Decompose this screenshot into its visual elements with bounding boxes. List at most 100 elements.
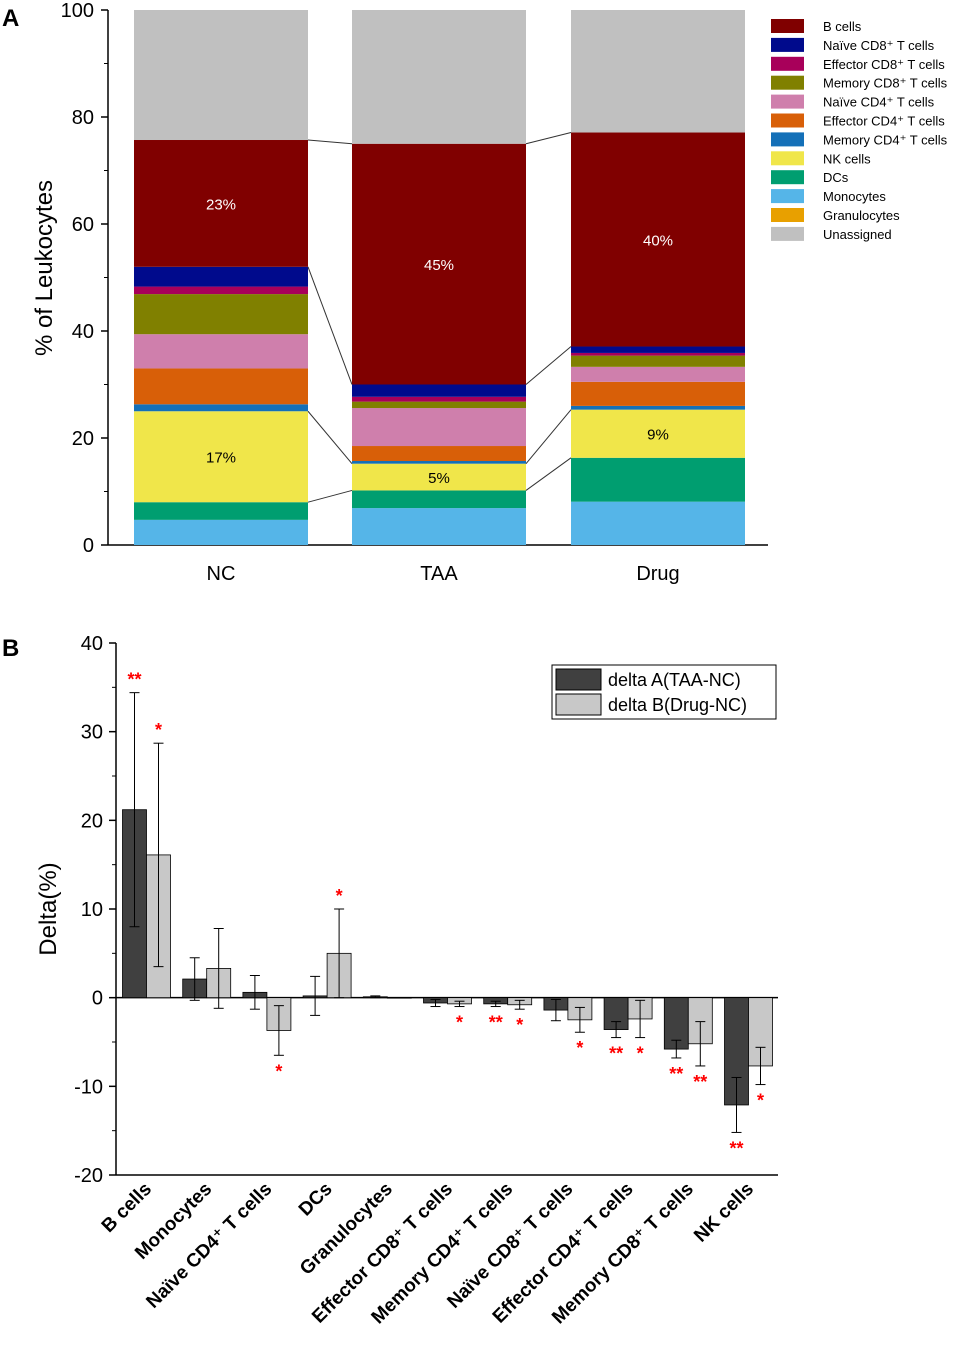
bar-effector-cd8-t-cells-drug [571,352,745,356]
legend-swatch-effector-cd4-t-cells [771,113,804,128]
legend-label-memory-cd8-t-cells: Memory CD8⁺ T cells [823,76,948,91]
legend-label-effector-cd4-t-cells: Effector CD4⁺ T cells [823,114,945,129]
significance-star: * [275,1061,282,1081]
significance-star: * [576,1038,583,1058]
bar-unassigned-taa [352,10,526,144]
bar-delta-b-granulocytes [386,997,412,999]
x-category-label: NK cells [690,1179,758,1247]
bar-effector-cd4-t-cells-drug [571,381,745,406]
legend-swatch-naive-cd8-t-cells [771,37,804,52]
bar-nk-cells-taa [352,463,526,491]
segment-label: 45% [424,257,454,274]
y-tick-label: -20 [74,1165,103,1187]
y-tick-label: 20 [81,810,103,832]
legend-label-nk-cells: NK cells [823,151,871,166]
bar-memory-cd4-t-cells-nc [134,404,308,412]
legend-swatch-unassigned [771,226,804,241]
significance-star: ** [669,1064,683,1084]
significance-star: ** [693,1072,707,1092]
bar-monocytes-drug [571,501,745,545]
bar-unassigned-drug [571,10,745,133]
bar-naive-cd8-t-cells-taa [352,384,526,397]
bar-monocytes-nc [134,519,308,545]
x-category-label: TAA [420,563,458,585]
legend-swatch-effector-cd8-t-cells [771,56,804,71]
stacked-bar-chart: 0 20 40 60 80 100 % of Leukocytes 23% 45% 40% 17% 5… [31,0,948,585]
bar-naive-cd4-t-cells-taa [352,408,526,447]
y-tick-label: 100 [61,0,94,22]
legend-label-naive-cd8-t-cells: Naïve CD8⁺ T cells [823,38,935,53]
bar-unassigned-nc [134,10,308,141]
bar-naive-cd8-t-cells-nc [134,266,308,287]
bar-naive-cd4-t-cells-nc [134,334,308,369]
y-tick-label: 80 [72,107,94,129]
connector-b-cells-hi [307,139,353,145]
y-tick-label: 60 [72,214,94,236]
y-tick-label: 20 [72,428,94,450]
bar-memory-cd8-t-cells-taa [352,401,526,409]
bar-effector-cd4-t-cells-taa [352,446,526,462]
y-tick-label: 0 [83,535,94,557]
legend-swatch-delta-a [555,668,602,691]
significance-star: ** [609,1044,623,1064]
x-category-label: Drug [636,563,679,585]
legend-swatch-delta-b [555,693,602,716]
bar-b-cells-drug [571,132,745,347]
legend-label-memory-cd4-t-cells: Memory CD4⁺ T cells [823,132,948,147]
legend-swatch-memory-cd8-t-cells [771,75,804,90]
significance-star: * [757,1091,764,1111]
bar-naive-cd4-t-cells-drug [571,366,745,382]
legend-label-monocytes: Monocytes [823,189,886,204]
significance-star: * [516,1015,523,1035]
bar-effector-cd8-t-cells-nc [134,286,308,295]
bar-nk-cells-nc [134,411,308,503]
legend-swatch-monocytes [771,189,804,204]
significance-star: * [456,1013,463,1033]
bar-dcs-drug [571,457,745,502]
significance-star: * [336,886,343,906]
segment-label: 40% [643,233,673,250]
bar-dcs-nc [134,502,308,520]
legend-swatch-granulocytes [771,208,804,222]
y-tick-label: 40 [81,633,103,655]
bar-dcs-taa [352,490,526,509]
panel-b-letter: B [2,635,19,662]
connector-b-cells-lo [525,346,572,385]
legend-swatch-nk-cells [771,151,804,166]
bar-effector-cd8-t-cells-taa [352,396,526,402]
y-tick-label: 10 [81,899,103,921]
connector-nk-cells-lo [525,457,572,491]
bar-memory-cd4-t-cells-taa [352,461,526,464]
segment-label: 5% [428,470,450,487]
legend-label-dcs: DCs [823,170,849,185]
significance-star: * [155,720,162,740]
legend-label-b-cells: B cells [823,19,862,34]
legend-label-delta-b: delta B(Drug-NC) [608,695,747,715]
bar-b-cells-taa [352,143,526,385]
panel-a-letter: A [2,5,19,32]
connector-b-cells-lo [307,266,353,385]
significance-star: ** [489,1013,503,1033]
legend-label-naive-cd4-t-cells: Naïve CD4⁺ T cells [823,95,935,110]
bar-memory-cd8-t-cells-drug [571,355,745,367]
bar-naive-cd8-t-cells-drug [571,346,745,353]
y-tick-label: -10 [74,1076,103,1098]
y-tick-label: 30 [81,722,103,744]
bar-b-cells-nc [134,140,308,267]
legend-swatch-naive-cd4-t-cells [771,94,804,109]
connector-b-cells-hi [525,132,572,145]
y-axis-title: % of Leukocytes [31,180,58,356]
connector-nk-cells-hi [307,410,353,465]
legend-label-delta-a: delta A(TAA-NC) [608,670,741,690]
legend-swatch-b-cells [771,19,804,33]
y-tick-label: 0 [92,988,103,1010]
connector-nk-cells-lo [307,489,353,503]
x-category-label: B cells [98,1179,156,1237]
y-axis-title: Delta(%) [35,862,62,955]
connector-nk-cells-hi [525,409,572,464]
bar-effector-cd4-t-cells-nc [134,368,308,405]
bar-memory-cd4-t-cells-drug [571,405,745,410]
legend-label-granulocytes: Granulocytes [823,208,900,223]
